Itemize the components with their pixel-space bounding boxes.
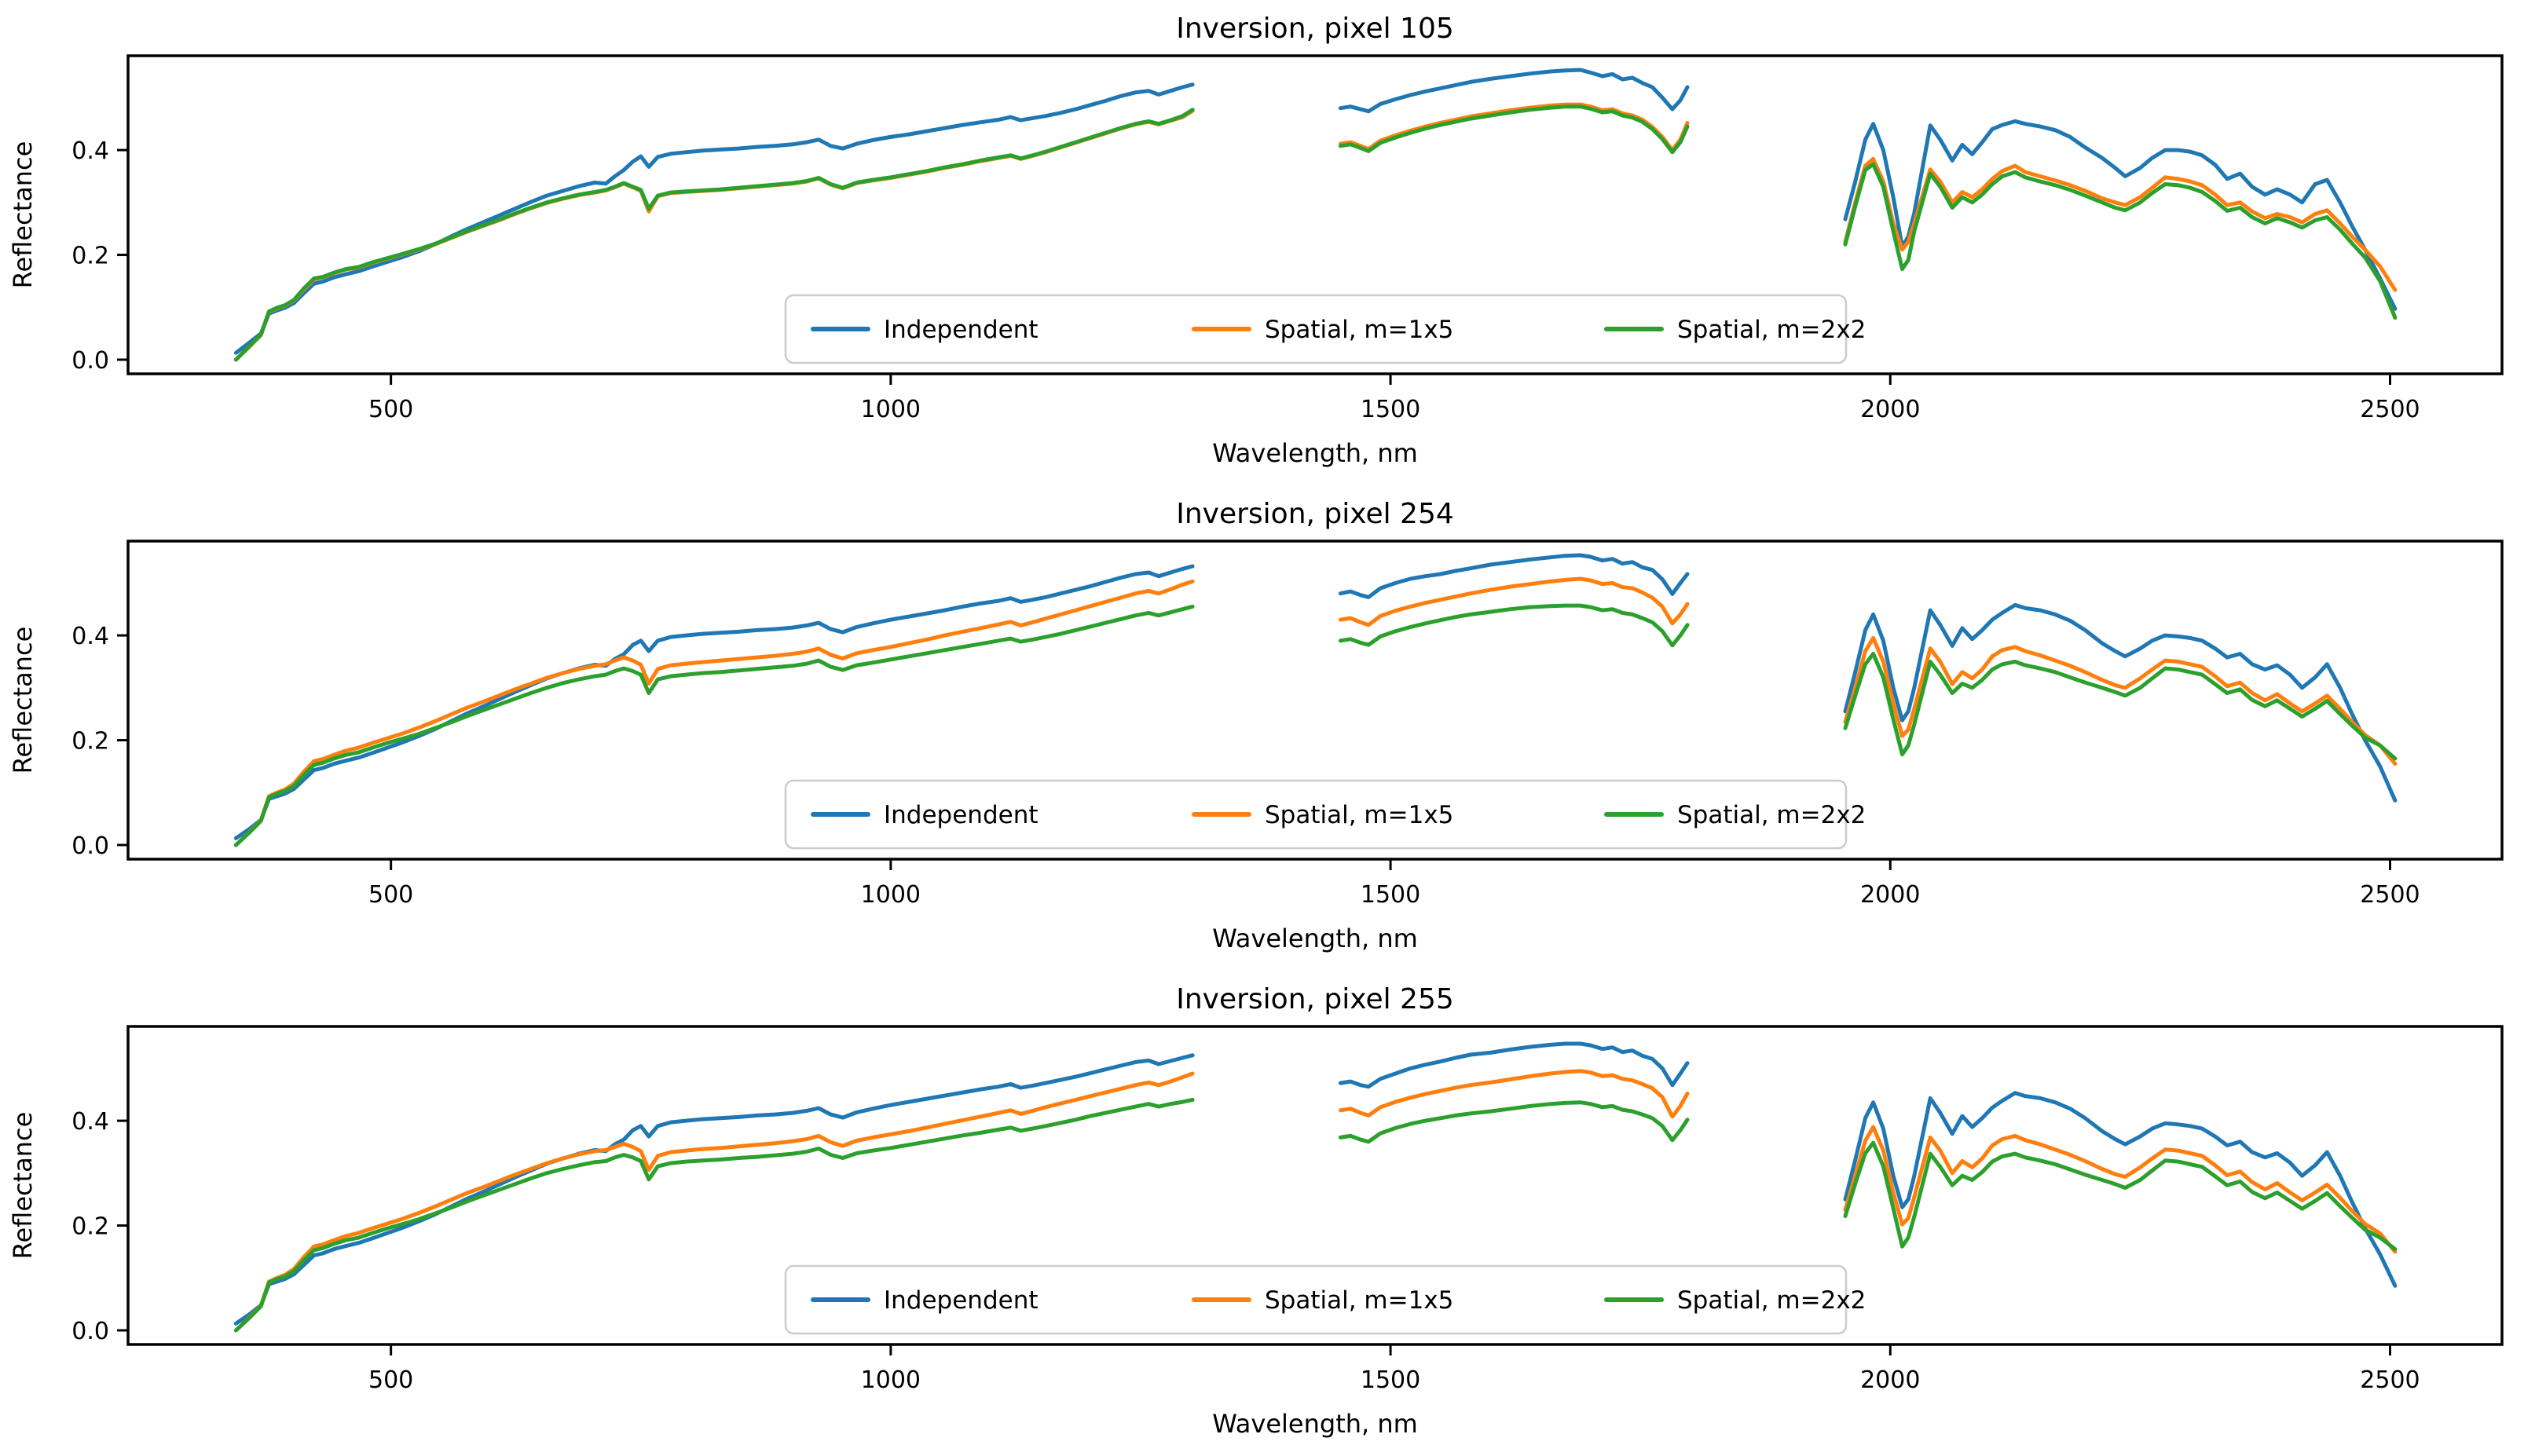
x-tick-label: 1500 bbox=[1361, 1366, 1420, 1394]
y-axis-label: Reflectance bbox=[8, 627, 38, 774]
plot-title: Inversion, pixel 255 bbox=[1176, 983, 1454, 1015]
plot-title: Inversion, pixel 254 bbox=[1176, 498, 1454, 530]
x-axis-label: Wavelength, nm bbox=[1212, 1409, 1418, 1439]
x-tick-label: 2500 bbox=[2360, 881, 2420, 909]
line-spatial-m-2x2-segment-2 bbox=[1338, 1100, 1690, 1144]
line-spatial-m-2x2-segment-2 bbox=[1338, 104, 1690, 155]
line-independent-segment-3 bbox=[1843, 1091, 2398, 1288]
line-spatial-m-2x2-segment-1 bbox=[233, 1097, 1195, 1333]
line-independent-segment-3 bbox=[1843, 602, 2398, 803]
line-independent-segment-1 bbox=[233, 82, 1195, 355]
x-tick-label: 1000 bbox=[861, 881, 921, 909]
line-spatial-m-1x5-segment-1 bbox=[233, 1071, 1195, 1333]
y-tick-label: 0.2 bbox=[71, 728, 109, 755]
y-axis-label: Reflectance bbox=[8, 1112, 38, 1260]
line-independent-segment-1 bbox=[233, 1053, 1195, 1326]
legend-label: Independent bbox=[884, 316, 1039, 344]
subplot-block-3: Inversion, pixel 255 Wavelength, nm Reflec… bbox=[0, 971, 2524, 1456]
y-tick-label: 0.0 bbox=[71, 347, 109, 375]
legend-label: Spatial, m=2x2 bbox=[1677, 1286, 1866, 1315]
legend-box bbox=[784, 779, 1848, 850]
x-axis-label: Wavelength, nm bbox=[1212, 438, 1418, 468]
plot-spines bbox=[126, 54, 2504, 375]
legend-label: Spatial, m=1x5 bbox=[1265, 801, 1453, 829]
line-independent-segment-3 bbox=[1843, 119, 2398, 311]
line-spatial-m-1x5-segment-3 bbox=[1843, 156, 2398, 292]
line-spatial-m-1x5-segment-3 bbox=[1843, 635, 2398, 766]
legend-label: Independent bbox=[884, 1286, 1039, 1315]
y-tick-label: 0.2 bbox=[71, 243, 109, 270]
line-spatial-m-1x5-segment-2 bbox=[1338, 1069, 1690, 1119]
chart-pixel-254: Inversion, pixel 254 Wavelength, nm Reflec… bbox=[8, 498, 2504, 953]
line-spatial-m-2x2-segment-3 bbox=[1843, 652, 2398, 761]
line-independent-segment-1 bbox=[233, 564, 1195, 840]
line-spatial-m-2x2-segment-1 bbox=[233, 604, 1195, 847]
x-tick-label: 2000 bbox=[1860, 396, 1920, 423]
legend: Independent Spatial, m=1x5 Spatial, m=2x2 bbox=[784, 779, 1866, 850]
line-spatial-m-2x2-segment-1 bbox=[233, 108, 1195, 362]
y-tick-label: 0.4 bbox=[71, 1108, 109, 1136]
legend-label: Independent bbox=[884, 801, 1039, 829]
x-tick-label: 1000 bbox=[861, 396, 921, 423]
y-axis-label: Reflectance bbox=[8, 141, 38, 289]
subplot-block-1: Inversion, pixel 105 Wavelength, nm Reflec… bbox=[0, 0, 2524, 485]
line-spatial-m-1x5-segment-3 bbox=[1843, 1125, 2398, 1254]
legend-box bbox=[784, 294, 1848, 364]
line-spatial-m-2x2-segment-2 bbox=[1338, 603, 1690, 648]
x-tick-label: 1500 bbox=[1361, 396, 1420, 423]
subplot-block-2: Inversion, pixel 254 Wavelength, nm Reflec… bbox=[0, 485, 2524, 971]
x-tick-label: 500 bbox=[368, 881, 413, 909]
x-tick-label: 1500 bbox=[1361, 881, 1420, 909]
x-axis-label: Wavelength, nm bbox=[1212, 924, 1418, 953]
x-tick-label: 500 bbox=[368, 1366, 413, 1394]
x-tick-label: 2500 bbox=[2360, 1366, 2420, 1394]
y-tick-label: 0.2 bbox=[71, 1213, 109, 1241]
legend-label: Spatial, m=1x5 bbox=[1265, 1286, 1453, 1315]
chart-pixel-105: Inversion, pixel 105 Wavelength, nm Reflec… bbox=[8, 13, 2504, 468]
line-spatial-m-1x5-segment-1 bbox=[233, 579, 1195, 847]
y-tick-label: 0.0 bbox=[71, 832, 109, 860]
plot-spines bbox=[126, 540, 2504, 861]
legend: Independent Spatial, m=1x5 Spatial, m=2x2 bbox=[784, 294, 1866, 364]
legend-label: Spatial, m=2x2 bbox=[1677, 316, 1866, 344]
plot-spines bbox=[126, 1025, 2504, 1346]
y-tick-label: 0.4 bbox=[71, 623, 109, 650]
x-tick-label: 1000 bbox=[861, 1366, 921, 1394]
x-tick-label: 2000 bbox=[1860, 1366, 1920, 1394]
legend-label: Spatial, m=1x5 bbox=[1265, 316, 1453, 344]
legend-label: Spatial, m=2x2 bbox=[1677, 801, 1866, 829]
line-spatial-m-1x5-segment-2 bbox=[1338, 576, 1690, 627]
y-tick-label: 0.0 bbox=[71, 1318, 109, 1345]
legend: Independent Spatial, m=1x5 Spatial, m=2x2 bbox=[784, 1264, 1866, 1335]
chart-pixel-255: Inversion, pixel 255 Wavelength, nm Reflec… bbox=[8, 983, 2504, 1439]
x-tick-label: 2500 bbox=[2360, 396, 2420, 423]
x-tick-label: 500 bbox=[368, 396, 413, 423]
x-tick-label: 2000 bbox=[1860, 881, 1920, 909]
line-spatial-m-2x2-segment-3 bbox=[1843, 162, 2398, 320]
line-independent-segment-2 bbox=[1338, 68, 1690, 114]
line-independent-segment-2 bbox=[1338, 1041, 1690, 1089]
line-spatial-m-2x2-segment-3 bbox=[1843, 1140, 2398, 1252]
y-tick-label: 0.4 bbox=[71, 137, 109, 165]
line-independent-segment-2 bbox=[1338, 553, 1690, 599]
legend-box bbox=[784, 1264, 1848, 1335]
plot-title: Inversion, pixel 105 bbox=[1176, 13, 1454, 45]
